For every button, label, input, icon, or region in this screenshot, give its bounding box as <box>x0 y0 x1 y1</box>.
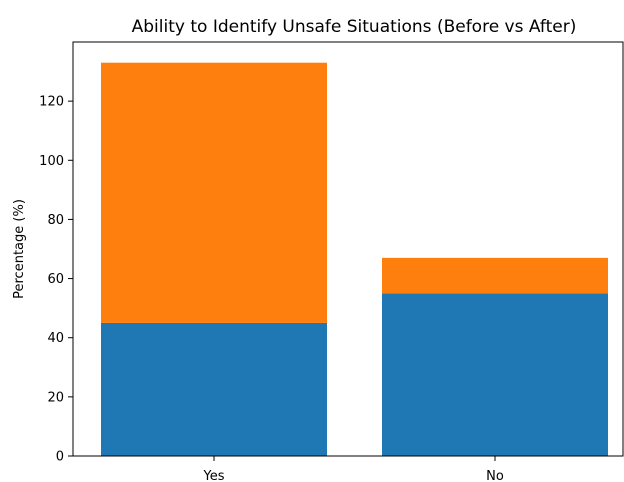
bar-no-series-2 <box>382 257 608 294</box>
y-tick-label-80: 80 <box>47 213 64 228</box>
y-axis: 0 20 40 60 80 100 120 <box>39 95 73 465</box>
y-tick-label-120: 120 <box>39 95 64 110</box>
y-axis-label: Percentage (%) <box>12 199 27 299</box>
bars-group <box>101 62 608 456</box>
chart-title: Ability to Identify Unsafe Situations (B… <box>132 17 577 37</box>
x-axis: Yes No <box>203 456 504 482</box>
y-tick-label-40: 40 <box>47 331 64 346</box>
plot-frame <box>72 41 624 457</box>
bar-no-series-1 <box>382 293 608 456</box>
x-tick-label-no: No <box>486 469 504 482</box>
bar-yes-series-2 <box>101 62 327 323</box>
y-tick-label-60: 60 <box>47 272 64 287</box>
y-tick-label-100: 100 <box>39 154 64 169</box>
y-tick-label-0: 0 <box>56 450 64 465</box>
bar-yes-series-1 <box>101 322 327 456</box>
y-tick-label-20: 20 <box>47 390 64 405</box>
x-tick-label-yes: Yes <box>203 469 225 482</box>
